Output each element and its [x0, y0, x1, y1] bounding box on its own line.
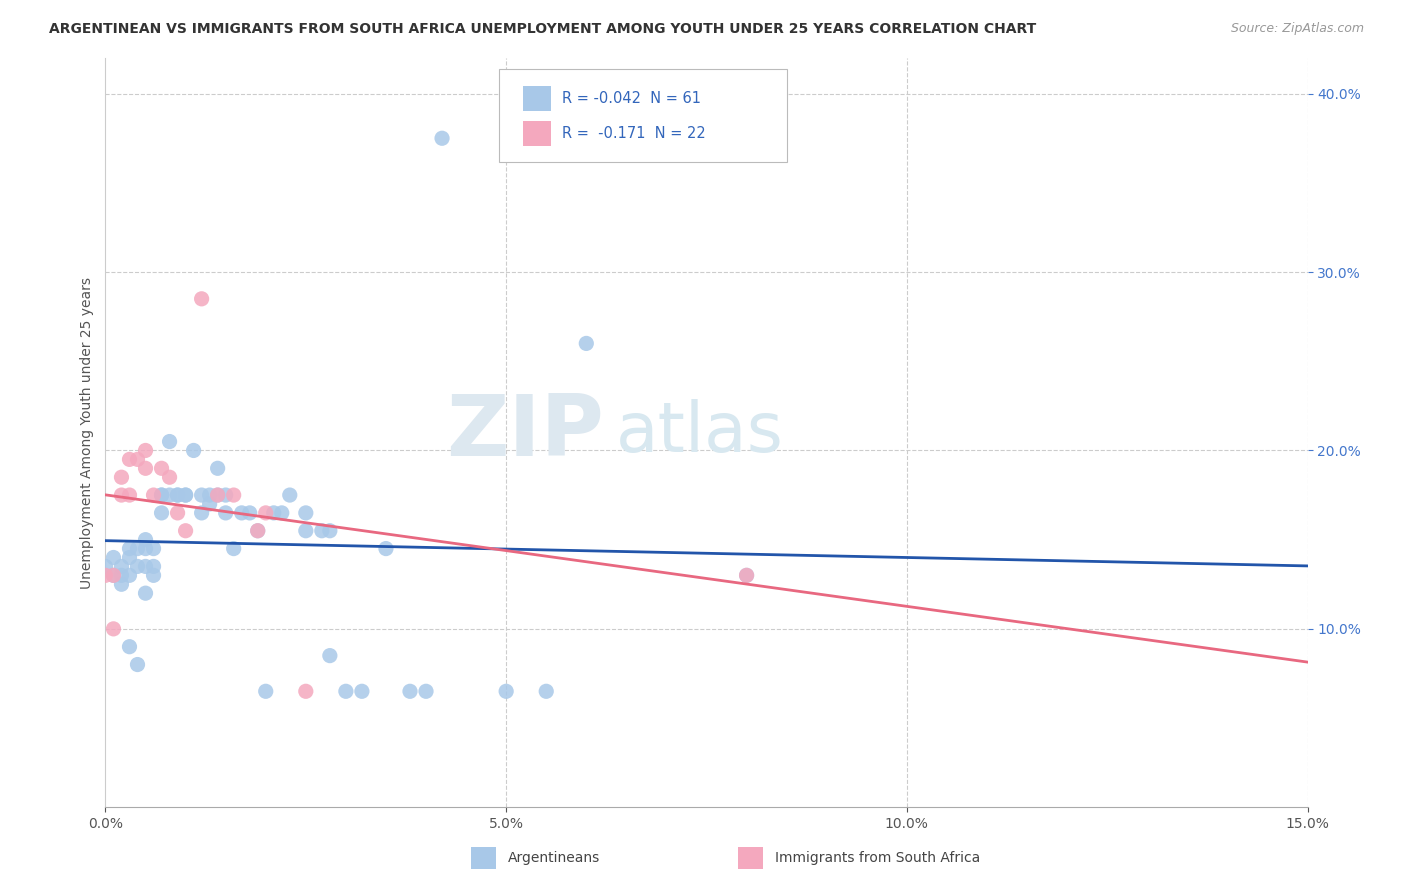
Point [534, 684, 557, 698]
Point [415, 684, 437, 698]
Point [214, 488, 236, 502]
Point [350, 684, 373, 698]
Point [94, 568, 117, 582]
Point [575, 336, 598, 351]
Point [239, 506, 262, 520]
Point [150, 488, 173, 502]
Point [190, 506, 212, 520]
Point [150, 506, 173, 520]
Point [735, 568, 758, 582]
Point [127, 452, 149, 467]
Point [222, 541, 245, 556]
Point [207, 488, 229, 502]
Point [319, 524, 342, 538]
Point [135, 443, 157, 458]
Point [150, 488, 173, 502]
Point [231, 506, 253, 520]
Point [118, 568, 141, 582]
Point [118, 541, 141, 556]
Point [118, 550, 141, 565]
Point [183, 443, 205, 458]
Point [263, 506, 285, 520]
Text: ARGENTINEAN VS IMMIGRANTS FROM SOUTH AFRICA UNEMPLOYMENT AMONG YOUTH UNDER 25 YE: ARGENTINEAN VS IMMIGRANTS FROM SOUTH AFR… [49, 22, 1036, 37]
Y-axis label: Unemployment Among Youth under 25 years: Unemployment Among Youth under 25 years [80, 277, 94, 589]
Point [118, 452, 141, 467]
Point [207, 461, 229, 475]
Point [174, 524, 197, 538]
Point [150, 461, 173, 475]
Point [166, 488, 188, 502]
Point [142, 488, 165, 502]
Point [254, 506, 277, 520]
Point [142, 541, 165, 556]
Point [127, 559, 149, 574]
Point [254, 684, 277, 698]
Point [135, 533, 157, 547]
Point [103, 622, 125, 636]
Point [159, 488, 181, 502]
Point [118, 640, 141, 654]
Text: ZIP: ZIP [447, 391, 605, 475]
Point [127, 541, 149, 556]
Point [319, 648, 342, 663]
Point [430, 131, 453, 145]
Point [110, 488, 132, 502]
Point [166, 488, 188, 502]
Point [246, 524, 269, 538]
Point [174, 488, 197, 502]
Point [190, 488, 212, 502]
Point [166, 506, 188, 520]
Point [135, 586, 157, 600]
Point [214, 506, 236, 520]
Text: R =  -0.171  N = 22: R = -0.171 N = 22 [562, 127, 706, 141]
Point [198, 488, 221, 502]
Text: Source: ZipAtlas.com: Source: ZipAtlas.com [1230, 22, 1364, 36]
Point [127, 657, 149, 672]
Point [222, 488, 245, 502]
Point [159, 470, 181, 484]
Point [295, 684, 318, 698]
Point [311, 524, 333, 538]
Point [103, 568, 125, 582]
Point [174, 488, 197, 502]
Point [295, 524, 318, 538]
Point [103, 550, 125, 565]
Point [207, 488, 229, 502]
Point [374, 541, 398, 556]
Point [270, 506, 292, 520]
Point [135, 461, 157, 475]
Point [495, 684, 517, 698]
Text: Immigrants from South Africa: Immigrants from South Africa [775, 851, 980, 865]
Point [399, 684, 422, 698]
Point [278, 488, 301, 502]
Point [118, 488, 141, 502]
Point [103, 568, 125, 582]
Point [110, 577, 132, 591]
Point [735, 568, 758, 582]
Text: atlas: atlas [616, 399, 785, 467]
Text: Argentineans: Argentineans [508, 851, 600, 865]
Point [335, 684, 357, 698]
Point [190, 292, 212, 306]
Point [142, 559, 165, 574]
Point [135, 559, 157, 574]
Point [198, 497, 221, 511]
Point [142, 568, 165, 582]
Point [135, 541, 157, 556]
Point [246, 524, 269, 538]
Point [295, 506, 318, 520]
Text: R = -0.042  N = 61: R = -0.042 N = 61 [562, 91, 702, 105]
Point [110, 470, 132, 484]
Point [159, 434, 181, 449]
Point [94, 559, 117, 574]
Point [110, 559, 132, 574]
Point [110, 568, 132, 582]
